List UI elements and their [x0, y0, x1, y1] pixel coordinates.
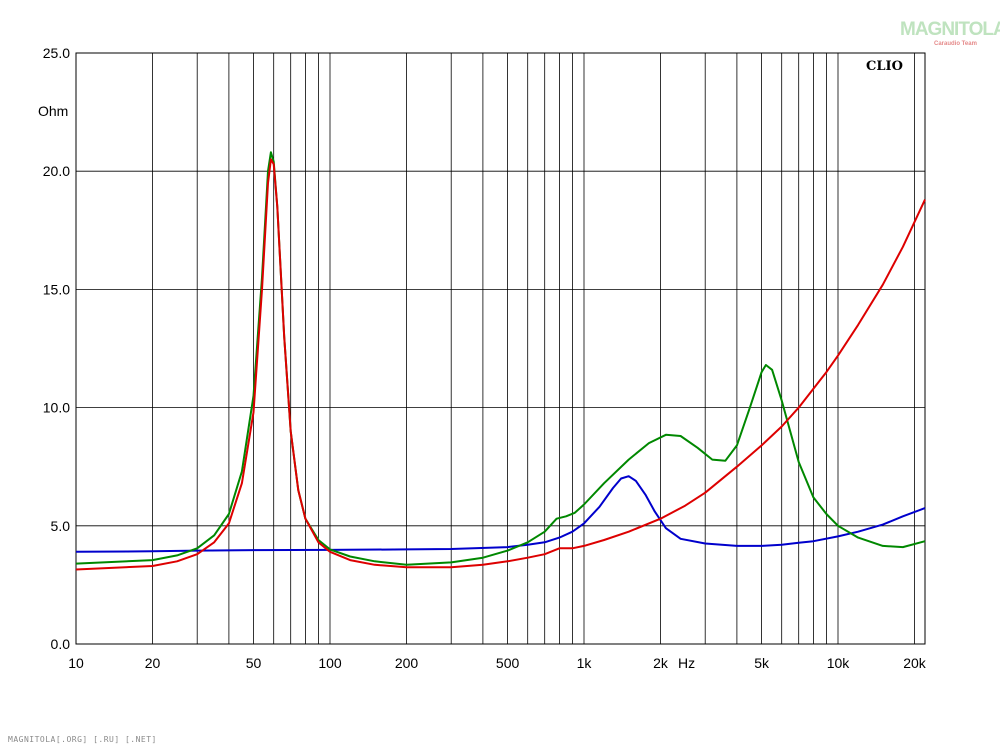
series-line-3	[75, 158, 926, 571]
x-tick-label: 100	[318, 655, 342, 671]
x-tick-label: 10k	[827, 655, 851, 671]
series-line-1	[75, 475, 926, 553]
plot-frame	[75, 52, 926, 645]
series-line-2	[75, 151, 926, 566]
footer-watermark: MAGNITOLA[.ORG] [.RU] [.NET]	[8, 735, 157, 744]
magnitola-logo: MAGNITOLA Caraudio Team	[900, 19, 1000, 50]
y-tick-label: 10.0	[43, 400, 70, 416]
y-tick-label: 5.0	[51, 518, 71, 534]
y-axis-label: Ohm	[38, 103, 68, 119]
y-tick-label: 25.0	[43, 45, 70, 61]
x-tick-label: 200	[395, 655, 419, 671]
x-tick-label: 2k	[653, 655, 669, 671]
y-tick-label: 15.0	[43, 281, 70, 297]
x-tick-label: 20k	[903, 655, 927, 671]
logo-subtitle: Caraudio Team	[934, 41, 977, 47]
x-tick-label: 1k	[577, 655, 593, 671]
x-tick-label: 10	[68, 655, 84, 671]
clio-brand-label: CLIO	[866, 59, 903, 74]
y-tick-label: 0.0	[51, 636, 71, 652]
x-axis-label: Hz	[678, 655, 695, 671]
x-tick-label: 5k	[754, 655, 770, 671]
tick-labels: 0.0 5.0 10.0 15.0 20.0 25.0 10 20 50 100 200 500 1k 2…	[43, 45, 927, 671]
x-tick-label: 50	[246, 655, 262, 671]
grid	[76, 52, 925, 645]
x-tick-label: 500	[496, 655, 520, 671]
logo-title: MAGNITOLA	[900, 19, 1000, 40]
x-tick-label: 20	[145, 655, 161, 671]
y-tick-label: 20.0	[43, 163, 70, 179]
series-group	[75, 151, 926, 571]
